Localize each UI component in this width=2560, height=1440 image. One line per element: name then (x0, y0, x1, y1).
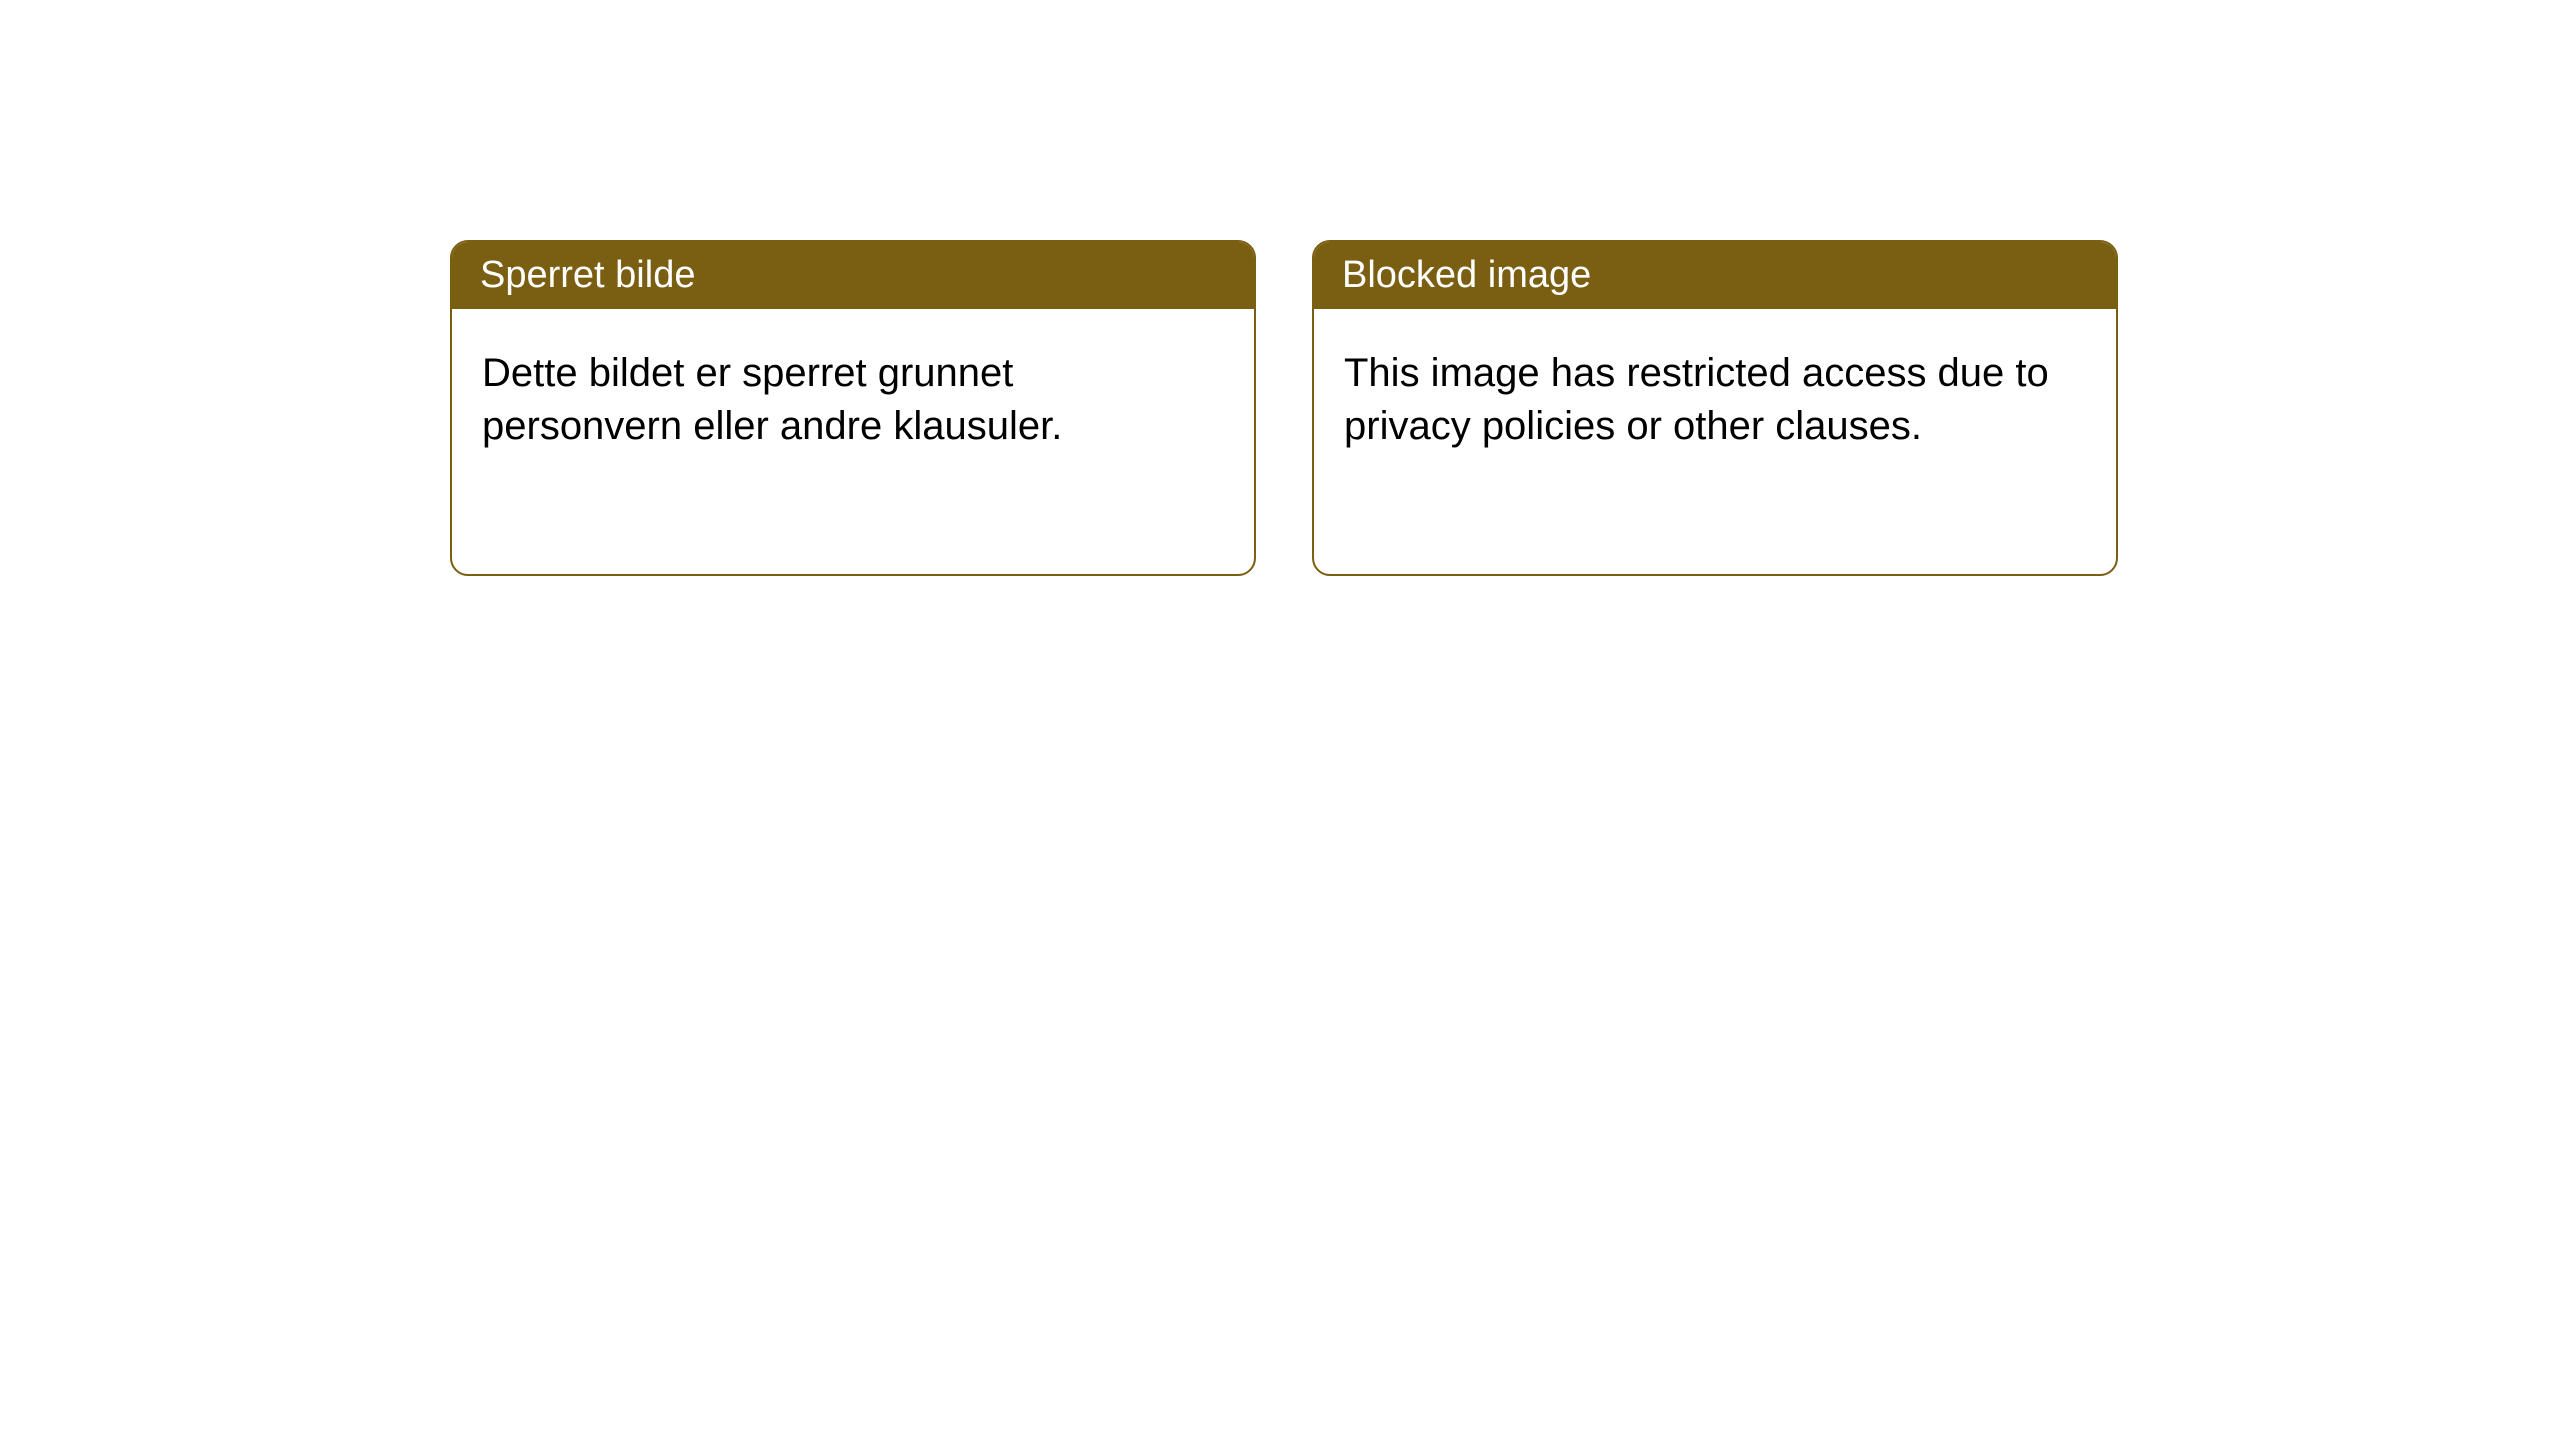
notice-body: This image has restricted access due to … (1314, 309, 2116, 491)
notice-title: Sperret bilde (480, 254, 695, 296)
notice-body-text: Dette bildet er sperret grunnet personve… (482, 351, 1062, 448)
notice-container: Sperret bilde Dette bildet er sperret gr… (0, 0, 2560, 576)
notice-body-text: This image has restricted access due to … (1344, 351, 2049, 448)
notice-header: Sperret bilde (452, 242, 1254, 309)
notice-body: Dette bildet er sperret grunnet personve… (452, 309, 1254, 491)
notice-title: Blocked image (1342, 254, 1591, 296)
notice-box-english: Blocked image This image has restricted … (1312, 240, 2118, 576)
notice-box-norwegian: Sperret bilde Dette bildet er sperret gr… (450, 240, 1256, 576)
notice-header: Blocked image (1314, 242, 2116, 309)
